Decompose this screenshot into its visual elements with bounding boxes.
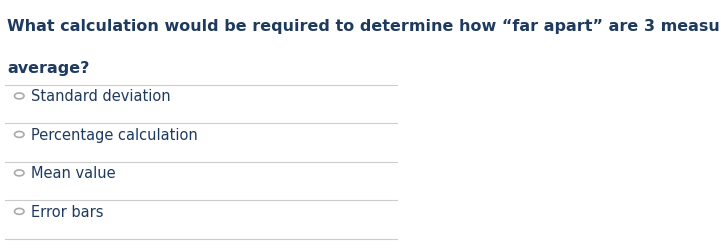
Text: Error bars: Error bars — [31, 204, 104, 219]
Text: average?: average? — [7, 61, 89, 76]
Text: Percentage calculation: Percentage calculation — [31, 128, 198, 142]
Text: Mean value: Mean value — [31, 166, 116, 181]
Text: What calculation would be required to determine how “far apart” are 3 measuremen: What calculation would be required to de… — [7, 19, 721, 34]
Text: Standard deviation: Standard deviation — [31, 89, 171, 104]
